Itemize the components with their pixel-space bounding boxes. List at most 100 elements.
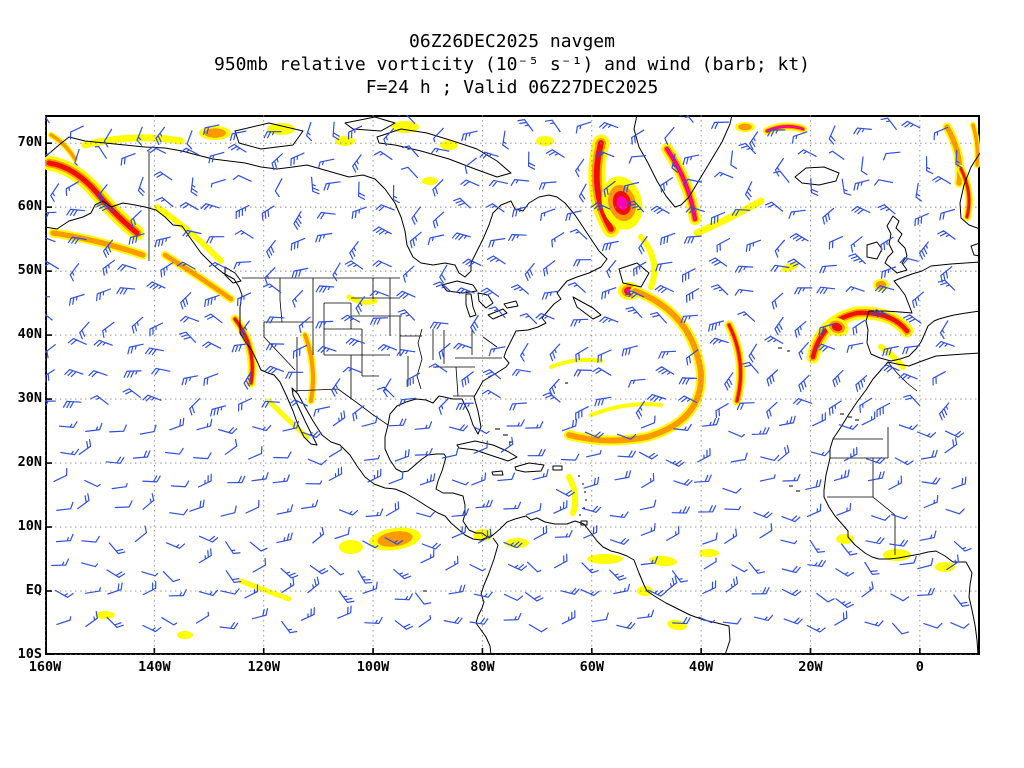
coastline-arctic-islands <box>234 116 396 150</box>
wind-barb <box>698 616 715 624</box>
wind-barb <box>503 541 523 549</box>
wind-barb <box>393 569 412 580</box>
wind-barb <box>139 424 157 435</box>
wind-barb <box>805 479 822 490</box>
wind-barb <box>613 583 631 595</box>
wind-barb <box>778 415 796 426</box>
wind-barb <box>153 171 173 181</box>
weather-map-canvas <box>45 115 980 655</box>
wind-barb <box>264 365 284 374</box>
wind-barb <box>151 367 171 375</box>
wind-barb <box>759 523 773 539</box>
wind-barb <box>771 292 784 310</box>
wind-barb <box>510 179 530 186</box>
wind-barb <box>724 372 734 391</box>
wind-barb <box>919 530 937 541</box>
wind-barb <box>398 397 417 407</box>
vorticity-blob <box>422 177 438 185</box>
wind-barb <box>764 335 784 344</box>
wind-barb <box>554 530 573 538</box>
wind-barb <box>774 316 784 336</box>
wind-barb <box>200 203 220 211</box>
wind-barb <box>480 287 499 298</box>
wind-barb <box>944 430 965 438</box>
wind-barb <box>807 559 827 568</box>
wind-barb <box>678 377 698 385</box>
wind-barb <box>578 183 587 203</box>
wind-barb <box>45 310 53 321</box>
wind-barb <box>313 406 330 417</box>
lon-tick-label: 60W <box>579 659 604 675</box>
wind-barb <box>397 309 415 321</box>
wind-barb <box>649 311 668 324</box>
wind-barb <box>451 479 469 486</box>
wind-barb <box>237 397 253 412</box>
vorticity-blob <box>699 549 719 557</box>
wind-barb <box>671 506 691 514</box>
wind-barb <box>102 259 116 276</box>
wind-barb <box>834 610 848 626</box>
wind-barb <box>903 314 922 324</box>
coastline-vancouver-island <box>224 266 242 284</box>
wind-barb <box>702 532 718 545</box>
wind-barb <box>920 449 938 460</box>
wind-barb <box>272 474 290 484</box>
wind-barb <box>876 402 891 418</box>
wind-barb <box>45 296 51 304</box>
vorticity-arc <box>944 124 963 186</box>
wind-barb <box>678 395 698 403</box>
wind-barb <box>798 374 810 393</box>
wind-barb <box>316 211 336 220</box>
wind-barb <box>853 127 872 135</box>
wind-barb <box>479 151 499 159</box>
wind-barb <box>478 528 492 544</box>
wind-barb <box>781 589 802 597</box>
wind-barb <box>855 375 868 392</box>
wind-barb <box>202 341 222 349</box>
wind-barb <box>553 500 568 514</box>
wind-barb <box>402 265 415 283</box>
wind-barb <box>123 370 142 378</box>
wind-barb <box>396 349 416 357</box>
wind-barb <box>65 181 79 197</box>
wind-barb <box>554 553 568 569</box>
wind-barb <box>328 466 343 481</box>
wind-barb <box>683 178 703 186</box>
wind-barb <box>300 607 315 621</box>
wind-barb <box>628 378 646 388</box>
wind-barb <box>432 179 444 197</box>
wind-barb <box>137 176 145 197</box>
wind-barb <box>722 487 742 494</box>
wind-barb <box>953 594 970 607</box>
wind-barb <box>710 211 726 226</box>
wind-barb <box>362 581 378 594</box>
wind-barb <box>551 232 565 248</box>
wind-barb <box>94 145 107 159</box>
wind-barb <box>332 410 346 427</box>
wind-barb <box>818 323 835 336</box>
wind-barb <box>84 587 102 594</box>
wind-barb <box>636 609 655 619</box>
wind-barb <box>780 539 798 545</box>
wind-barb <box>309 565 329 575</box>
wind-barb <box>880 236 894 252</box>
wind-barb <box>528 624 548 633</box>
wind-barb <box>753 511 773 519</box>
wind-barb <box>665 575 678 593</box>
wind-barb <box>538 181 557 190</box>
vorticity-shading-layer <box>45 121 980 639</box>
wind-barb <box>263 131 282 139</box>
wind-barb <box>923 622 943 629</box>
wind-barb <box>693 474 712 483</box>
lon-tick-label: 140W <box>138 659 171 675</box>
wind-barb <box>445 555 459 571</box>
wind-barb <box>409 231 422 249</box>
wind-barb <box>601 240 619 252</box>
wind-barb <box>774 157 785 177</box>
wind-barb <box>573 259 592 267</box>
wind-barb <box>142 580 157 596</box>
wind-barb <box>508 233 527 242</box>
wind-barb <box>899 555 917 566</box>
wind-barb <box>767 129 786 137</box>
wind-barb <box>714 171 734 179</box>
